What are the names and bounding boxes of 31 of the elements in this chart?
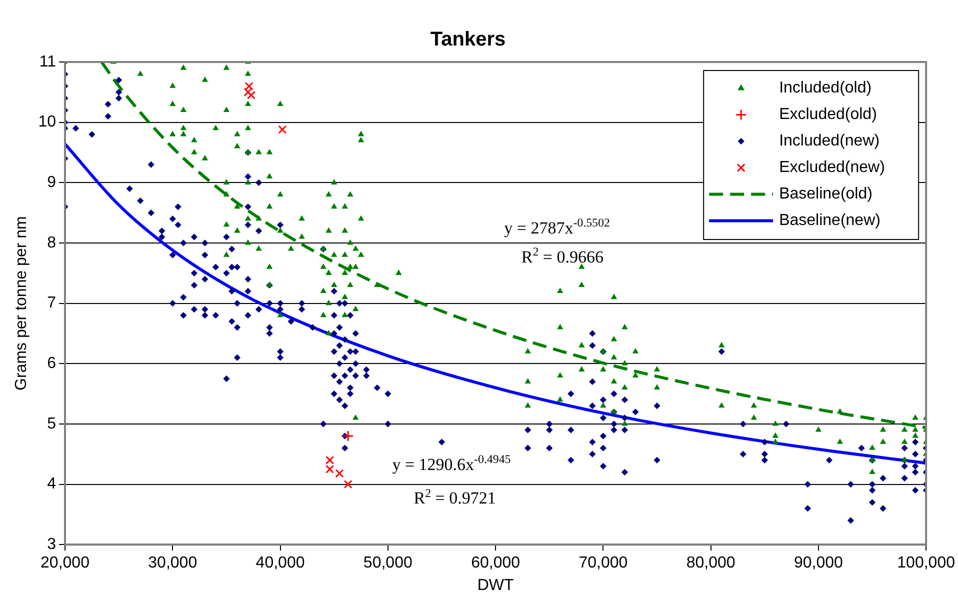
- y-tick-label: 11: [39, 53, 56, 70]
- x-tick-label: 20,000: [40, 554, 90, 572]
- y-tick-label: 6: [47, 355, 56, 372]
- point: [342, 430, 354, 442]
- legend-label: Baseline(new): [779, 212, 880, 230]
- x-tick-label: 60,000: [471, 554, 520, 572]
- legend-label: Baseline(old): [779, 186, 872, 203]
- chart-title: Tankers: [430, 28, 506, 51]
- y-axis-title: Grams per tonne per nm: [13, 216, 30, 390]
- legend-label: Excluded(new): [779, 159, 885, 176]
- point: [335, 469, 344, 478]
- legend-label: Included(old): [779, 80, 872, 97]
- y-tick-label: 7: [47, 294, 56, 312]
- y-tick-label: 4: [47, 476, 56, 493]
- y-tick-label: 8: [47, 234, 56, 252]
- legend-label: Excluded(old): [779, 106, 877, 124]
- x-tick-label: 50,000: [363, 554, 412, 572]
- x-axis-title: DWT: [477, 576, 514, 594]
- x-tick-label: 30,000: [148, 554, 198, 572]
- x-tick-label: 70,000: [578, 554, 628, 572]
- legend-label: Included(new): [779, 132, 880, 150]
- point: [278, 125, 287, 134]
- y-tick-label: 3: [47, 536, 56, 554]
- point: [344, 480, 352, 489]
- x-tick-label: 100,000: [897, 554, 956, 572]
- y-tick-label: 9: [47, 174, 56, 192]
- y-tick-label: 10: [38, 114, 56, 131]
- x-tick-label: 40,000: [256, 554, 305, 572]
- y-tick-label: 5: [47, 415, 56, 432]
- x-tick-label: 90,000: [794, 554, 844, 572]
- x-tick-label: 80,000: [686, 554, 736, 572]
